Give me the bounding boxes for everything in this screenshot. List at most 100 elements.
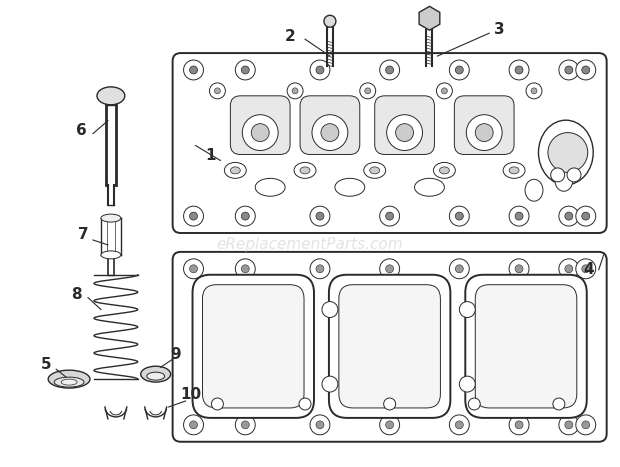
Circle shape: [559, 259, 579, 279]
Circle shape: [316, 66, 324, 74]
FancyBboxPatch shape: [300, 96, 360, 155]
Ellipse shape: [525, 179, 543, 201]
Circle shape: [365, 88, 371, 94]
Circle shape: [211, 398, 223, 410]
Circle shape: [468, 398, 481, 410]
Circle shape: [360, 83, 376, 99]
FancyBboxPatch shape: [339, 285, 440, 408]
Circle shape: [241, 66, 249, 74]
Circle shape: [379, 60, 400, 80]
FancyBboxPatch shape: [476, 285, 577, 408]
Circle shape: [582, 212, 590, 220]
Ellipse shape: [503, 163, 525, 178]
Ellipse shape: [415, 178, 445, 196]
FancyBboxPatch shape: [172, 252, 606, 442]
Circle shape: [459, 376, 476, 392]
Circle shape: [459, 302, 476, 318]
Circle shape: [379, 259, 400, 279]
Circle shape: [515, 66, 523, 74]
FancyBboxPatch shape: [465, 275, 587, 418]
Circle shape: [582, 265, 590, 273]
Ellipse shape: [509, 167, 519, 174]
Circle shape: [190, 421, 198, 429]
Circle shape: [251, 124, 269, 142]
Circle shape: [450, 259, 469, 279]
FancyBboxPatch shape: [231, 96, 290, 155]
Text: 5: 5: [41, 357, 51, 372]
Circle shape: [576, 206, 596, 226]
Circle shape: [476, 124, 493, 142]
Circle shape: [455, 421, 463, 429]
Circle shape: [559, 206, 579, 226]
Ellipse shape: [335, 178, 365, 196]
Circle shape: [184, 206, 203, 226]
Circle shape: [436, 83, 453, 99]
Circle shape: [184, 415, 203, 435]
Circle shape: [567, 168, 581, 182]
Circle shape: [322, 376, 338, 392]
Ellipse shape: [141, 366, 171, 382]
Circle shape: [396, 124, 414, 142]
Ellipse shape: [370, 167, 379, 174]
Circle shape: [236, 259, 255, 279]
Circle shape: [441, 88, 448, 94]
Circle shape: [531, 88, 537, 94]
Circle shape: [509, 259, 529, 279]
Circle shape: [215, 88, 220, 94]
Circle shape: [236, 206, 255, 226]
Circle shape: [210, 83, 226, 99]
Ellipse shape: [147, 372, 165, 380]
Circle shape: [450, 206, 469, 226]
Circle shape: [509, 60, 529, 80]
Circle shape: [184, 60, 203, 80]
Ellipse shape: [231, 167, 241, 174]
FancyBboxPatch shape: [329, 275, 450, 418]
Circle shape: [548, 133, 588, 172]
Circle shape: [292, 88, 298, 94]
Text: 8: 8: [71, 287, 81, 302]
Text: 1: 1: [205, 148, 216, 163]
Circle shape: [565, 265, 573, 273]
Circle shape: [190, 265, 198, 273]
Ellipse shape: [101, 214, 121, 222]
Ellipse shape: [433, 163, 455, 178]
Ellipse shape: [101, 251, 121, 259]
Circle shape: [565, 421, 573, 429]
Text: 6: 6: [76, 123, 86, 138]
Text: 7: 7: [78, 227, 88, 242]
Ellipse shape: [300, 167, 310, 174]
Circle shape: [450, 60, 469, 80]
Circle shape: [322, 302, 338, 318]
Circle shape: [582, 421, 590, 429]
Circle shape: [455, 66, 463, 74]
Text: 3: 3: [494, 22, 505, 37]
Ellipse shape: [294, 163, 316, 178]
Ellipse shape: [48, 370, 90, 388]
Circle shape: [241, 265, 249, 273]
Circle shape: [553, 398, 565, 410]
FancyBboxPatch shape: [203, 285, 304, 408]
Circle shape: [515, 421, 523, 429]
Circle shape: [310, 60, 330, 80]
Circle shape: [242, 115, 278, 150]
Circle shape: [241, 212, 249, 220]
Circle shape: [515, 265, 523, 273]
Ellipse shape: [255, 178, 285, 196]
Circle shape: [316, 212, 324, 220]
Circle shape: [466, 115, 502, 150]
Text: 9: 9: [170, 347, 181, 362]
Circle shape: [236, 415, 255, 435]
Circle shape: [379, 415, 400, 435]
Circle shape: [509, 415, 529, 435]
FancyBboxPatch shape: [374, 96, 435, 155]
Circle shape: [559, 60, 579, 80]
Circle shape: [310, 206, 330, 226]
Circle shape: [236, 60, 255, 80]
Circle shape: [241, 421, 249, 429]
Circle shape: [455, 212, 463, 220]
Ellipse shape: [224, 163, 246, 178]
Circle shape: [321, 124, 339, 142]
Ellipse shape: [440, 167, 450, 174]
Polygon shape: [419, 7, 440, 30]
Circle shape: [316, 421, 324, 429]
